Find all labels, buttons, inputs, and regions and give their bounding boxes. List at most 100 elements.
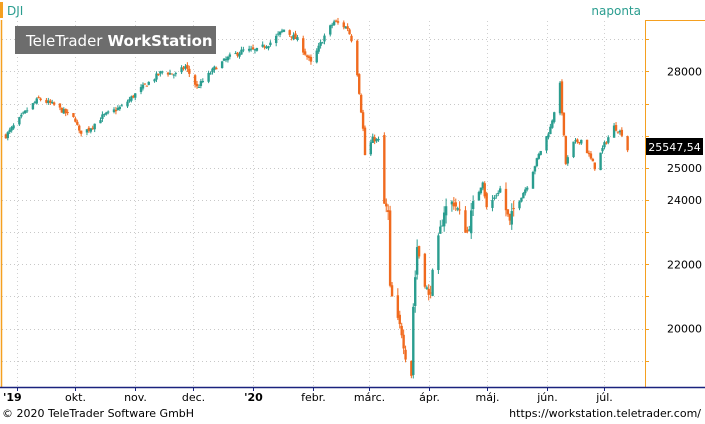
candle-up: [497, 192, 500, 195]
candle-down: [294, 33, 297, 39]
candle-up: [180, 67, 183, 73]
candle-up: [10, 127, 13, 131]
candle-down: [404, 349, 407, 360]
candle-down: [348, 29, 351, 35]
candle-up: [437, 235, 440, 271]
candle-up: [572, 141, 575, 158]
candle-down: [236, 52, 239, 56]
candle-down: [305, 55, 309, 57]
candle-up: [89, 128, 93, 132]
price-tick-label: 22000: [667, 258, 702, 271]
candle-down: [334, 20, 338, 22]
candle-down: [78, 125, 81, 131]
candle-up: [147, 81, 150, 85]
candle-down: [390, 285, 394, 297]
candle-up: [172, 74, 176, 76]
candle-down: [466, 230, 469, 232]
candle-up: [155, 73, 158, 80]
svg-text:25547,54: 25547,54: [648, 141, 701, 154]
candle-up: [120, 105, 123, 107]
symbol-label: DJI: [7, 4, 23, 18]
candle-up: [319, 42, 322, 46]
candle-down: [402, 334, 405, 349]
price-tick-label: 24000: [667, 194, 702, 207]
candle-up: [495, 195, 498, 197]
candle-up: [442, 212, 446, 227]
candle-down: [263, 46, 266, 48]
time-tick-label: márc.: [354, 391, 385, 404]
frequency-label: naponta: [591, 4, 641, 18]
candle-up: [33, 102, 37, 104]
candle-down: [578, 141, 581, 144]
candle-down: [72, 113, 75, 117]
candle-up: [220, 61, 224, 68]
candle-up: [535, 158, 539, 167]
candle-down: [145, 85, 149, 87]
time-tick-label: júl.: [595, 391, 613, 404]
candle-up: [282, 29, 286, 32]
time-tick-label: okt.: [65, 391, 86, 404]
candle-down: [504, 188, 508, 211]
candle-down: [193, 75, 197, 85]
candle-up: [612, 125, 616, 138]
candle-up: [278, 31, 282, 35]
candle-down: [585, 139, 589, 154]
candle-up: [240, 49, 243, 55]
candle-up: [470, 210, 473, 234]
candle-up: [450, 201, 454, 205]
candle-up: [23, 110, 27, 114]
candle-down: [359, 94, 363, 113]
candle-down: [614, 125, 618, 131]
candle-down: [620, 129, 624, 136]
candle-up: [520, 197, 523, 202]
candle-down: [373, 137, 376, 142]
time-tick-label: nov.: [124, 391, 147, 404]
candle-up: [371, 136, 374, 143]
candle-down: [342, 22, 345, 28]
candle-up: [85, 129, 89, 133]
time-tick-label: dec.: [182, 391, 205, 404]
candle-up: [103, 114, 106, 116]
time-tick-label: ápr.: [419, 391, 440, 404]
candle-up: [274, 35, 278, 44]
candle-down: [400, 325, 403, 336]
candle-up: [526, 187, 529, 190]
candle-down: [188, 68, 191, 74]
candle-up: [105, 112, 108, 115]
candle-up: [444, 206, 448, 216]
candle-up: [415, 247, 419, 275]
last-price-tag: 25547,54: [646, 138, 703, 155]
time-tick-label: máj.: [475, 391, 499, 404]
candle-up: [531, 171, 535, 189]
candle-down: [483, 183, 486, 197]
candle-up: [558, 82, 562, 114]
candle-up: [224, 59, 228, 61]
watermark-logo: TeleTrader WorkStation: [15, 26, 216, 54]
candle-down: [385, 203, 388, 207]
candle-up: [25, 110, 29, 112]
candle-up: [537, 153, 540, 159]
source-url[interactable]: https://workstation.teletrader.com/: [509, 407, 701, 420]
candle-up: [242, 49, 245, 51]
candle-up: [118, 106, 121, 110]
candle-down: [417, 246, 421, 257]
candle-down: [49, 100, 52, 103]
candle-up: [213, 66, 216, 70]
candle-down: [562, 112, 566, 136]
candle-up: [12, 125, 15, 129]
candle-up: [280, 30, 284, 32]
price-tick-label: 25000: [667, 162, 702, 175]
candle-down: [363, 127, 367, 156]
candle-down: [605, 142, 608, 144]
candle-up: [412, 306, 415, 375]
candlestick-series: [4, 17, 629, 379]
candle-down: [358, 74, 361, 94]
candle-down: [564, 135, 568, 164]
candle-up: [599, 152, 602, 171]
candle-up: [375, 138, 378, 142]
candle-down: [307, 56, 311, 58]
candle-up: [468, 229, 471, 231]
candle-down: [166, 72, 170, 75]
candle-down: [626, 136, 629, 151]
